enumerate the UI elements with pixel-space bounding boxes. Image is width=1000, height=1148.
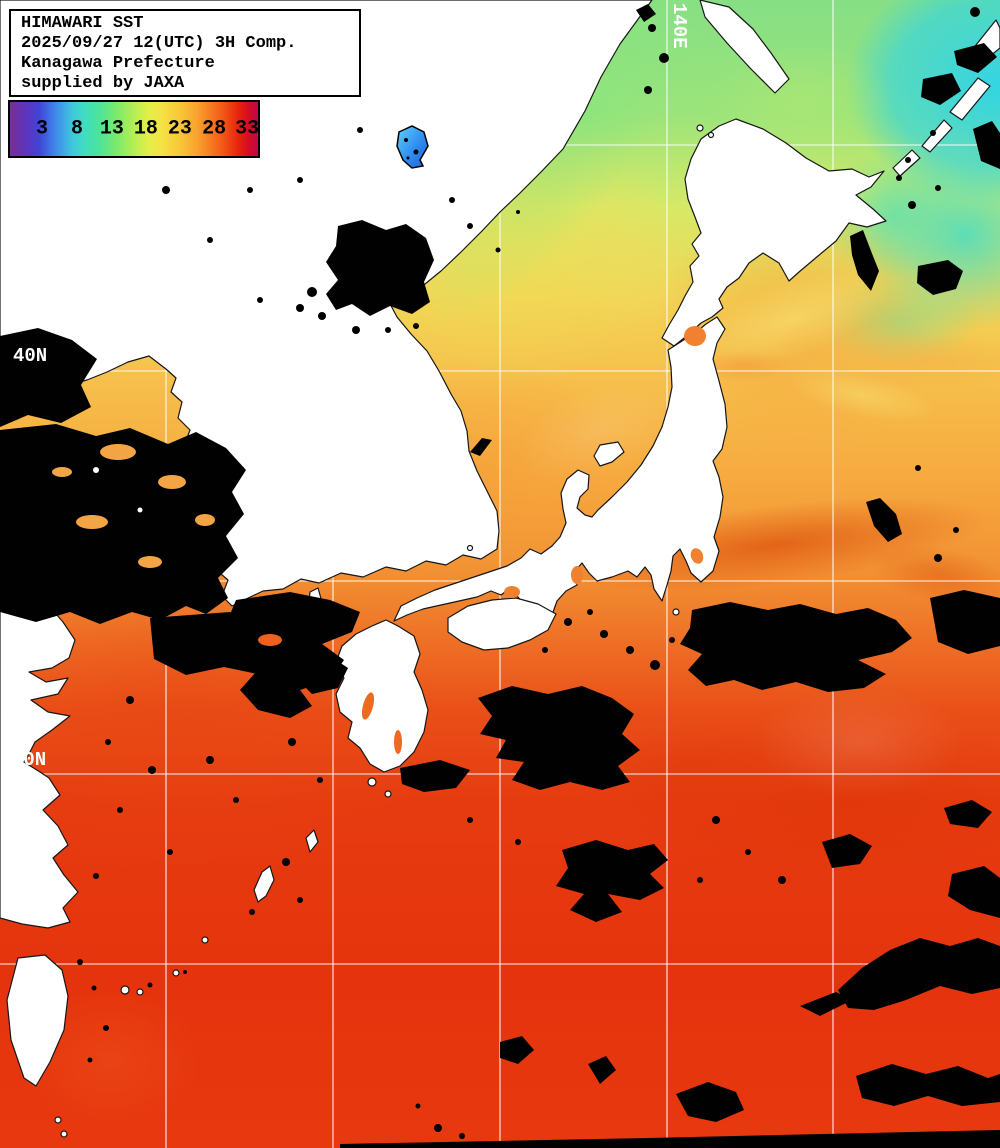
land-taiwan: [6, 954, 69, 1087]
colorbar-tick-13: 13: [99, 117, 124, 141]
cloud-gaps-warm-water: [52, 444, 282, 646]
product-title: HIMAWARI SST: [21, 14, 144, 33]
credit-line: supplied by JAXA: [21, 74, 185, 93]
prefecture-line: Kanagawa Prefecture: [21, 54, 215, 73]
land-shikoku: [447, 597, 557, 651]
latitude-label-40n: 40N: [13, 345, 48, 367]
bay-water: [361, 326, 706, 754]
land-china-coast: [0, 555, 79, 929]
longitude-label-140e: 140E: [668, 3, 690, 49]
land-hokkaido: [661, 118, 887, 347]
land-sakhalin: [699, 0, 790, 94]
land-sado-island: [593, 441, 625, 467]
title-box: HIMAWARI SST 2025/09/27 12(UTC) 3H Comp.…: [9, 9, 361, 97]
sst-colorbar: 3 8 13 18 23 28 33: [8, 100, 260, 158]
colorbar-tick-33: 33: [235, 117, 260, 141]
datetime-line: 2025/09/27 12(UTC) 3H Comp.: [21, 34, 297, 53]
land-kyushu: [335, 619, 429, 773]
colorbar-tick-23: 23: [167, 117, 192, 141]
colorbar-tick-8: 8: [70, 117, 83, 141]
land-small-islands: [54, 124, 715, 1138]
colorbar-tick-18: 18: [133, 117, 158, 141]
latitude-label-30n: 30N: [12, 749, 47, 771]
colorbar-tick-3: 3: [35, 117, 48, 141]
lake-khanka: [396, 125, 429, 169]
colorbar-tick-28: 28: [202, 117, 227, 141]
